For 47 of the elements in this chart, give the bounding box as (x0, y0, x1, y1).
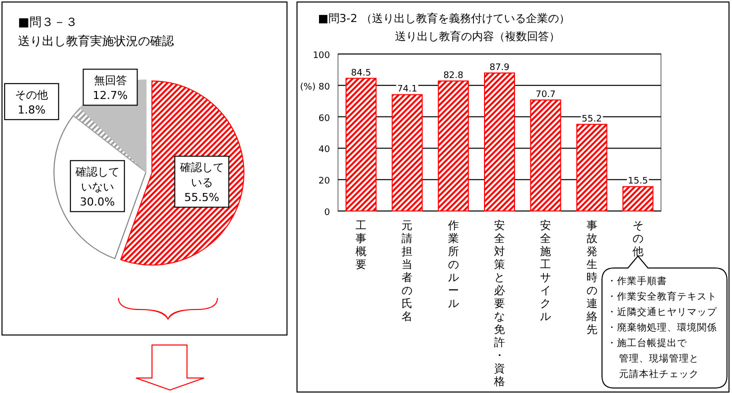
data-label: 55.2 (582, 114, 602, 124)
bar (438, 80, 469, 212)
data-label: 55.5% (184, 191, 220, 204)
data-label: 15.5 (628, 176, 648, 187)
text: ・廃棄物処理、環境関係 (607, 322, 717, 334)
data-label: 87.9 (489, 62, 510, 73)
text: ・近隣交通ヒヤリマップ (607, 306, 718, 318)
bar (530, 100, 562, 212)
data-label: 1.8% (18, 104, 46, 117)
data-label: 30.0% (80, 196, 115, 209)
chart-subtitle: 送り出し教育実施状況の確認 (18, 34, 174, 48)
y-tick-label: 60 (318, 114, 330, 124)
data-label: 12.7% (92, 89, 128, 102)
chart-title: ■問３－３ (18, 15, 78, 29)
bar (576, 124, 608, 212)
x-tick-label: 元請担当者の氏名 (402, 219, 413, 323)
category-label: 安全対策と必要な免許・資格 (494, 219, 505, 388)
data-label: 82.8 (443, 71, 464, 82)
y-tick-label: 100 (312, 51, 330, 61)
bar (484, 72, 515, 212)
y-tick-label: 40 (318, 145, 330, 156)
x-tick-label: 工事概要 (356, 219, 367, 271)
bar (346, 78, 377, 212)
slice-label: 無回答 (94, 74, 127, 88)
x-tick-label: 安全施工サイクル (540, 219, 552, 323)
x-tick-label: 作業所のルール (446, 219, 459, 310)
text: ・施工台帳提出で (607, 337, 688, 349)
bar (622, 186, 654, 212)
y-tick-label: 80 (318, 82, 330, 92)
data-label: 70.7 (536, 90, 556, 100)
data-label: 74.1 (397, 84, 418, 95)
chart-subtitle: 送り出し教育の内容（複数回答） (395, 30, 560, 43)
slice-label: 確認している (178, 161, 224, 190)
text: 元請本社チェック (619, 368, 699, 380)
slice-label: 確認していない (74, 166, 120, 194)
chart-title: ■問3-2 （送り出し教育を義務付けている企業の） (318, 12, 570, 25)
y-axis-title: (%) (300, 82, 316, 92)
data-label: 84.5 (351, 68, 372, 78)
y-tick-label: 20 (318, 176, 330, 187)
y-tick-label: 0 (324, 208, 330, 218)
x-tick-label: その他 (632, 219, 644, 258)
text: 管理、現場管理と (619, 352, 699, 364)
bar (392, 94, 423, 212)
text: ・作業手順書 (607, 275, 667, 287)
slice-label: その他 (15, 88, 48, 102)
text: ・作業安全教育テキスト (607, 290, 717, 302)
category-label: 事故発生時の連絡先 (586, 219, 598, 336)
